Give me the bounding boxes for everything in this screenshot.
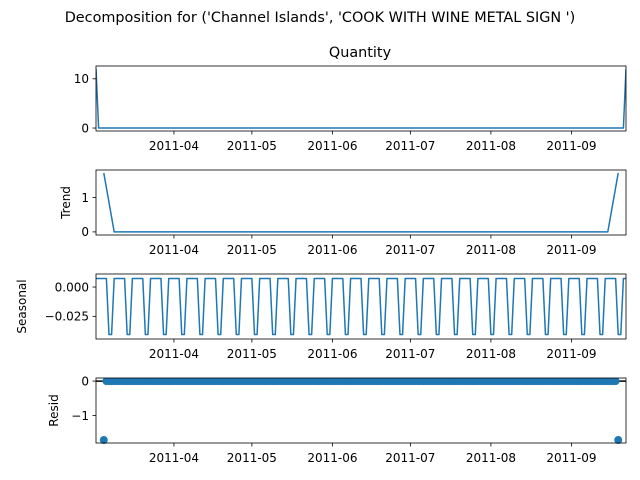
- panel-quantity-xtick-label: 2011-09: [546, 139, 596, 153]
- panel-trend-xtick-label: 2011-05: [227, 243, 277, 257]
- panel-quantity-xtick-label: 2011-07: [385, 139, 435, 153]
- panel-quantity-frame: [95, 65, 627, 132]
- panel-trend-series-line: [103, 172, 619, 233]
- panel-resid-xtick-label: 2011-06: [307, 451, 357, 465]
- panel-quantity-xtick-label: 2011-06: [307, 139, 357, 153]
- panel-seasonal-xtick-label: 2011-07: [385, 347, 435, 361]
- panel-seasonal-xtick-label: 2011-08: [466, 347, 516, 361]
- panel-quantity-ytick-label: 10: [74, 72, 89, 86]
- panel-quantity-xtick-label: 2011-08: [466, 139, 516, 153]
- panel-trend-xtick-label: 2011-06: [307, 243, 357, 257]
- panel-quantity-xtick-label: 2011-04: [149, 139, 199, 153]
- panel-resid-point: [611, 378, 620, 386]
- panel-trend-ylabel: Trend: [59, 186, 73, 220]
- panel-quantity-ytick-label: 0: [81, 121, 89, 135]
- panel-seasonal-series-line: [96, 277, 626, 336]
- panel-trend-frame: [95, 169, 627, 236]
- panel-seasonal-xtick-label: 2011-06: [307, 347, 357, 361]
- panel-resid-outlier-point: [99, 436, 108, 445]
- panel-seasonal-ytick-label: 0.000: [55, 280, 89, 294]
- panel-resid-ytick-label: −1: [71, 409, 89, 423]
- panel-quantity-series-line: [96, 68, 626, 129]
- panel-trend-xtick-label: 2011-09: [546, 243, 596, 257]
- panel-resid-xtick-label: 2011-04: [149, 451, 199, 465]
- panel-seasonal-ylabel: Seasonal: [15, 279, 29, 333]
- panel-resid-ytick-label: 0: [81, 374, 89, 388]
- panel-seasonal-xtick-label: 2011-09: [546, 347, 596, 361]
- panel-trend-xtick-label: 2011-04: [149, 243, 199, 257]
- panel-resid-outlier-point: [614, 436, 623, 445]
- panel-quantity-title: Quantity: [329, 45, 392, 61]
- panel-resid-xtick-label: 2011-08: [466, 451, 516, 465]
- panel-resid-ylabel: Resid: [47, 394, 61, 426]
- panel-resid-xtick-label: 2011-09: [546, 451, 596, 465]
- panel-trend-ytick-label: 1: [81, 191, 89, 205]
- panel-trend-xtick-label: 2011-07: [385, 243, 435, 257]
- panel-trend-xtick-label: 2011-08: [466, 243, 516, 257]
- panel-quantity-xtick-label: 2011-05: [227, 139, 277, 153]
- panel-seasonal-ytick-label: −0.025: [45, 310, 89, 324]
- panel-seasonal-frame: [95, 273, 627, 340]
- panel-trend-ytick-label: 0: [81, 225, 89, 239]
- figure-suptitle: Decomposition for ('Channel Islands', 'C…: [65, 10, 576, 26]
- panel-resid-frame: [95, 377, 627, 444]
- panel-seasonal-xtick-label: 2011-05: [227, 347, 277, 361]
- panel-seasonal-xtick-label: 2011-04: [149, 347, 199, 361]
- panel-resid-xtick-label: 2011-07: [385, 451, 435, 465]
- panel-resid-xtick-label: 2011-05: [227, 451, 277, 465]
